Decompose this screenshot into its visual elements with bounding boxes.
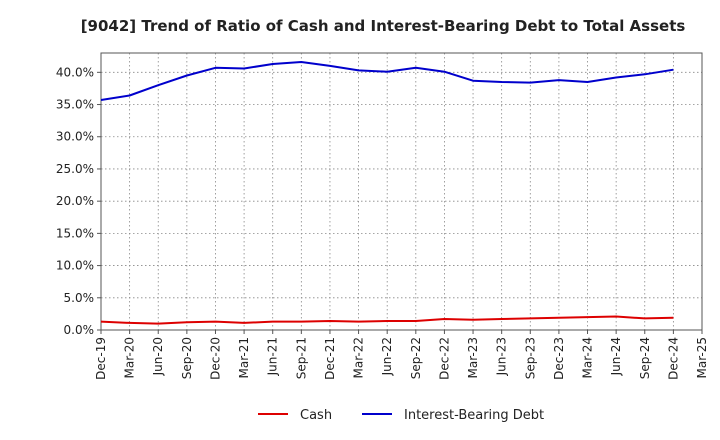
y-tick-label: 30.0% (56, 130, 94, 144)
x-tick-label: Sep-22 (409, 337, 423, 379)
x-tick-label: Mar-23 (466, 337, 480, 378)
x-tick-label: Sep-21 (294, 337, 308, 379)
x-tick-label: Mar-20 (123, 337, 137, 378)
y-tick-label: 10.0% (56, 259, 94, 273)
chart-title: [9042] Trend of Ratio of Cash and Intere… (81, 17, 686, 35)
x-tick-label: Sep-23 (523, 337, 537, 379)
y-tick-label: 20.0% (56, 194, 94, 208)
x-tick-label: Jun-21 (266, 337, 280, 376)
x-tick-label: Dec-20 (208, 337, 222, 380)
x-tick-label: Dec-21 (323, 337, 337, 380)
x-tick-label: Mar-22 (352, 337, 366, 378)
legend-label: Interest-Bearing Debt (404, 408, 544, 423)
y-axis: 0.0% 5.0% 10.0% 15.0% 20.0% 25.0% 30.0% 35.0% 40… (56, 65, 101, 337)
legend: Cash Interest-Bearing Debt (258, 408, 544, 423)
x-tick-label: Jun-23 (495, 337, 509, 376)
series-lines (100, 61, 674, 325)
x-tick-label: Mar-21 (237, 337, 251, 378)
y-tick-label: 15.0% (56, 226, 94, 240)
x-tick-label: Sep-20 (180, 337, 194, 379)
series-line-cash (100, 315, 674, 325)
grid-lines (101, 53, 702, 330)
x-tick-label: Dec-22 (437, 337, 451, 380)
y-tick-label: 35.0% (56, 98, 94, 112)
x-tick-label: Jun-22 (380, 337, 394, 376)
legend-label: Cash (300, 408, 332, 423)
x-tick-label: Dec-23 (552, 337, 566, 380)
x-axis: Dec-19 Mar-20 Jun-20 Sep-20 Dec-20 Mar-21 Jun-… (94, 330, 709, 380)
y-tick-label: 40.0% (56, 65, 94, 79)
x-tick-label: Sep-24 (638, 337, 652, 379)
plot-area (100, 52, 703, 331)
x-tick-label: Jun-24 (609, 337, 623, 376)
x-tick-label: Dec-19 (94, 337, 108, 380)
y-tick-label: 25.0% (56, 162, 94, 176)
y-tick-label: 0.0% (64, 323, 95, 337)
x-tick-label: Mar-25 (695, 337, 709, 378)
series-line-interest-bearing-debt (100, 61, 674, 101)
y-tick-label: 5.0% (64, 291, 95, 305)
x-tick-label: Mar-24 (581, 337, 595, 378)
x-tick-label: Dec-24 (666, 337, 680, 380)
x-tick-label: Jun-20 (151, 337, 165, 376)
